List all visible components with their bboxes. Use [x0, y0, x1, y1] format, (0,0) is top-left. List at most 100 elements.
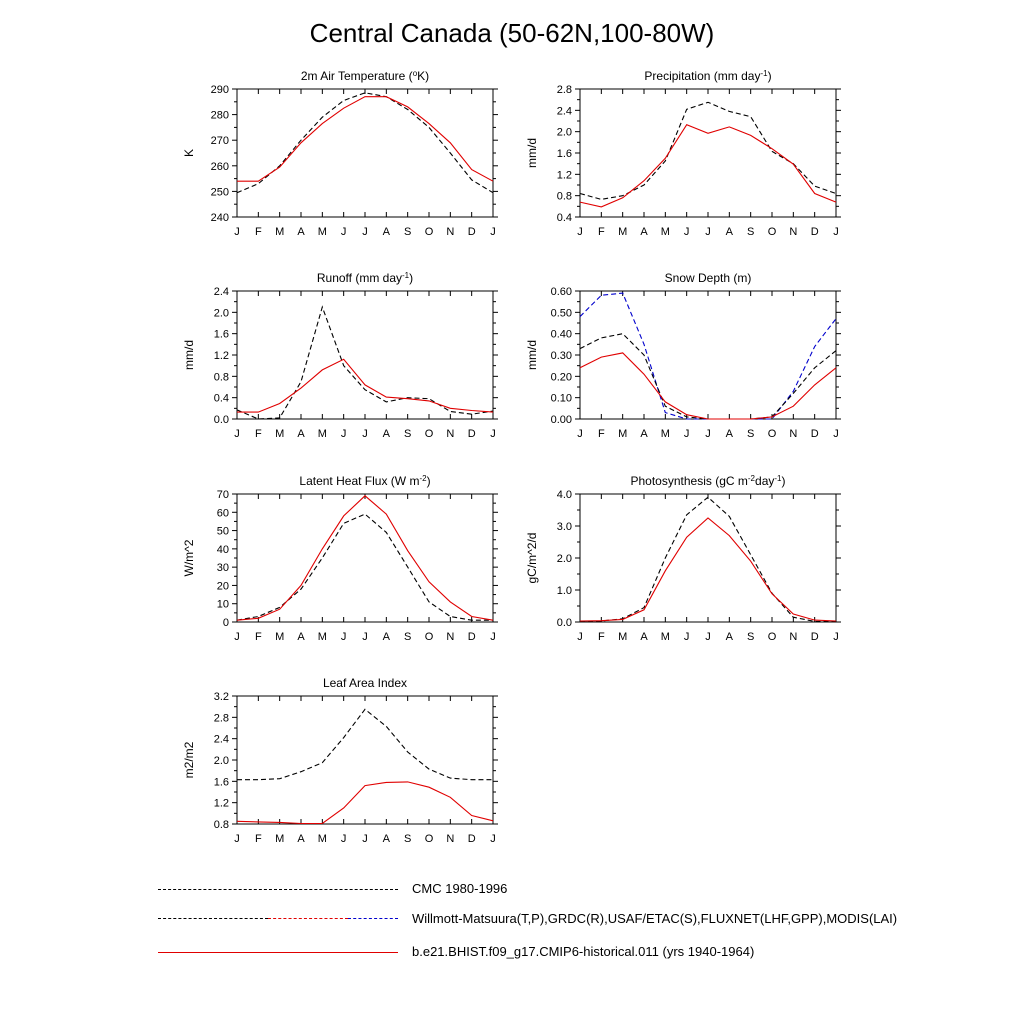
series-line-2 — [579, 333, 837, 420]
series-line-2 — [236, 495, 494, 621]
x-tick-label: M — [318, 428, 327, 440]
series-line-3 — [579, 352, 837, 420]
x-tick-label: D — [468, 833, 476, 845]
x-tick-label: J — [705, 226, 711, 238]
x-tick-label: D — [811, 428, 819, 440]
x-tick-label: J — [362, 428, 368, 440]
x-tick-label: N — [789, 428, 797, 440]
y-tick-label: 1.6 — [557, 148, 572, 160]
y-tick-label: 70 — [217, 489, 229, 501]
y-tick-label: 2.0 — [214, 755, 229, 767]
x-tick-label: F — [255, 833, 262, 845]
x-tick-label: A — [726, 631, 734, 643]
x-tick-label: S — [747, 226, 754, 238]
legend-label-cmc: CMC 1980-1996 — [412, 881, 508, 896]
x-tick-label: J — [362, 631, 368, 643]
x-tick-label: O — [425, 226, 434, 238]
x-tick-label: N — [446, 631, 454, 643]
x-tick-label: J — [577, 631, 583, 643]
y-axis-label: gC/m^2/d — [525, 533, 539, 584]
x-tick-label: J — [341, 631, 347, 643]
plot-frame — [236, 290, 494, 420]
panel-title: Snow Depth (m) — [665, 271, 752, 285]
y-tick-label: 1.6 — [214, 329, 229, 341]
x-tick-label: A — [297, 428, 305, 440]
x-tick-label: J — [234, 833, 240, 845]
x-tick-label: A — [640, 631, 648, 643]
legend-line-cmc — [158, 889, 398, 890]
chart-panel-3: J F M A M J J A S O N D J 0.0 0.4 0.8 1.2 1.6 2.0 2.4 Runoff… — [182, 271, 498, 440]
legend-label-obs: Willmott-Matsuura(T,P),GRDC(R),USAF/ETAC… — [412, 911, 898, 926]
y-tick-label: 0.4 — [214, 393, 229, 405]
x-tick-label: N — [446, 428, 454, 440]
x-tick-label: M — [618, 226, 627, 238]
y-tick-label: 1.2 — [557, 169, 572, 181]
x-tick-label: N — [789, 226, 797, 238]
x-tick-label: D — [811, 226, 819, 238]
panel-title: Latent Heat Flux (W m-2) — [299, 474, 430, 489]
series-line-1 — [236, 92, 494, 194]
x-tick-label: A — [383, 833, 391, 845]
y-tick-label: 0.60 — [551, 286, 572, 298]
x-tick-label: O — [425, 631, 434, 643]
x-tick-label: D — [468, 226, 476, 238]
plot-frame — [236, 88, 494, 218]
x-tick-label: S — [747, 631, 754, 643]
y-axis-label: mm/d — [525, 340, 539, 370]
chart-panel-7: J F M A M J J A S O N D J 0.8 1.2 1.6 2.0 2.4 2.8 3.2 Leaf A… — [182, 676, 498, 845]
x-tick-label: O — [768, 428, 777, 440]
x-tick-label: J — [234, 226, 240, 238]
x-tick-label: N — [446, 226, 454, 238]
x-tick-label: D — [811, 631, 819, 643]
x-tick-label: S — [404, 428, 411, 440]
y-axis-label: K — [182, 149, 196, 157]
panel-title: Precipitation (mm day-1) — [644, 69, 771, 84]
y-tick-label: 0.0 — [557, 617, 572, 629]
x-tick-label: J — [362, 226, 368, 238]
series-line-1 — [236, 513, 493, 621]
x-tick-label: D — [468, 631, 476, 643]
plot-frame — [579, 493, 837, 623]
x-tick-label: A — [383, 428, 391, 440]
x-tick-label: A — [383, 631, 391, 643]
plot-frame — [579, 88, 837, 218]
y-tick-label: 2.4 — [214, 734, 229, 746]
x-tick-label: J — [490, 226, 496, 238]
y-tick-label: 0.40 — [551, 329, 572, 341]
x-tick-label: J — [577, 226, 583, 238]
y-tick-label: 0.10 — [551, 393, 572, 405]
series-line-1 — [236, 305, 494, 420]
x-tick-label: M — [275, 428, 284, 440]
x-tick-label: M — [661, 428, 670, 440]
plot-frame — [236, 695, 494, 825]
x-tick-label: O — [768, 226, 777, 238]
x-tick-label: M — [618, 428, 627, 440]
x-tick-label: F — [255, 428, 262, 440]
legend-line-obs-red — [268, 918, 348, 919]
y-tick-label: 30 — [217, 562, 229, 574]
chart-panel-4: J F M A M J J A S O N D J 0.00 0.10 0.20 0.30 0.40 0.50 0.6… — [525, 271, 841, 440]
y-tick-label: 240 — [211, 212, 229, 224]
y-tick-label: 1.2 — [214, 350, 229, 362]
y-tick-label: 0 — [223, 617, 229, 629]
x-tick-label: J — [705, 631, 711, 643]
panel-title: Leaf Area Index — [323, 676, 407, 690]
x-tick-label: F — [255, 226, 262, 238]
y-tick-label: 290 — [211, 84, 229, 96]
y-tick-label: 1.6 — [214, 776, 229, 788]
y-tick-label: 2.8 — [557, 84, 572, 96]
y-tick-label: 20 — [217, 580, 229, 592]
x-tick-label: M — [318, 631, 327, 643]
y-tick-label: 10 — [217, 599, 229, 611]
x-tick-label: O — [768, 631, 777, 643]
y-tick-label: 270 — [211, 135, 229, 147]
x-tick-label: A — [297, 226, 305, 238]
y-axis-label: W/m^2 — [182, 539, 196, 576]
x-tick-label: A — [297, 833, 305, 845]
series-line-2 — [237, 96, 494, 182]
x-tick-label: M — [275, 226, 284, 238]
x-tick-label: M — [661, 226, 670, 238]
y-axis-label: m2/m2 — [182, 741, 196, 778]
y-tick-label: 1.2 — [214, 798, 229, 810]
x-tick-label: J — [833, 631, 839, 643]
